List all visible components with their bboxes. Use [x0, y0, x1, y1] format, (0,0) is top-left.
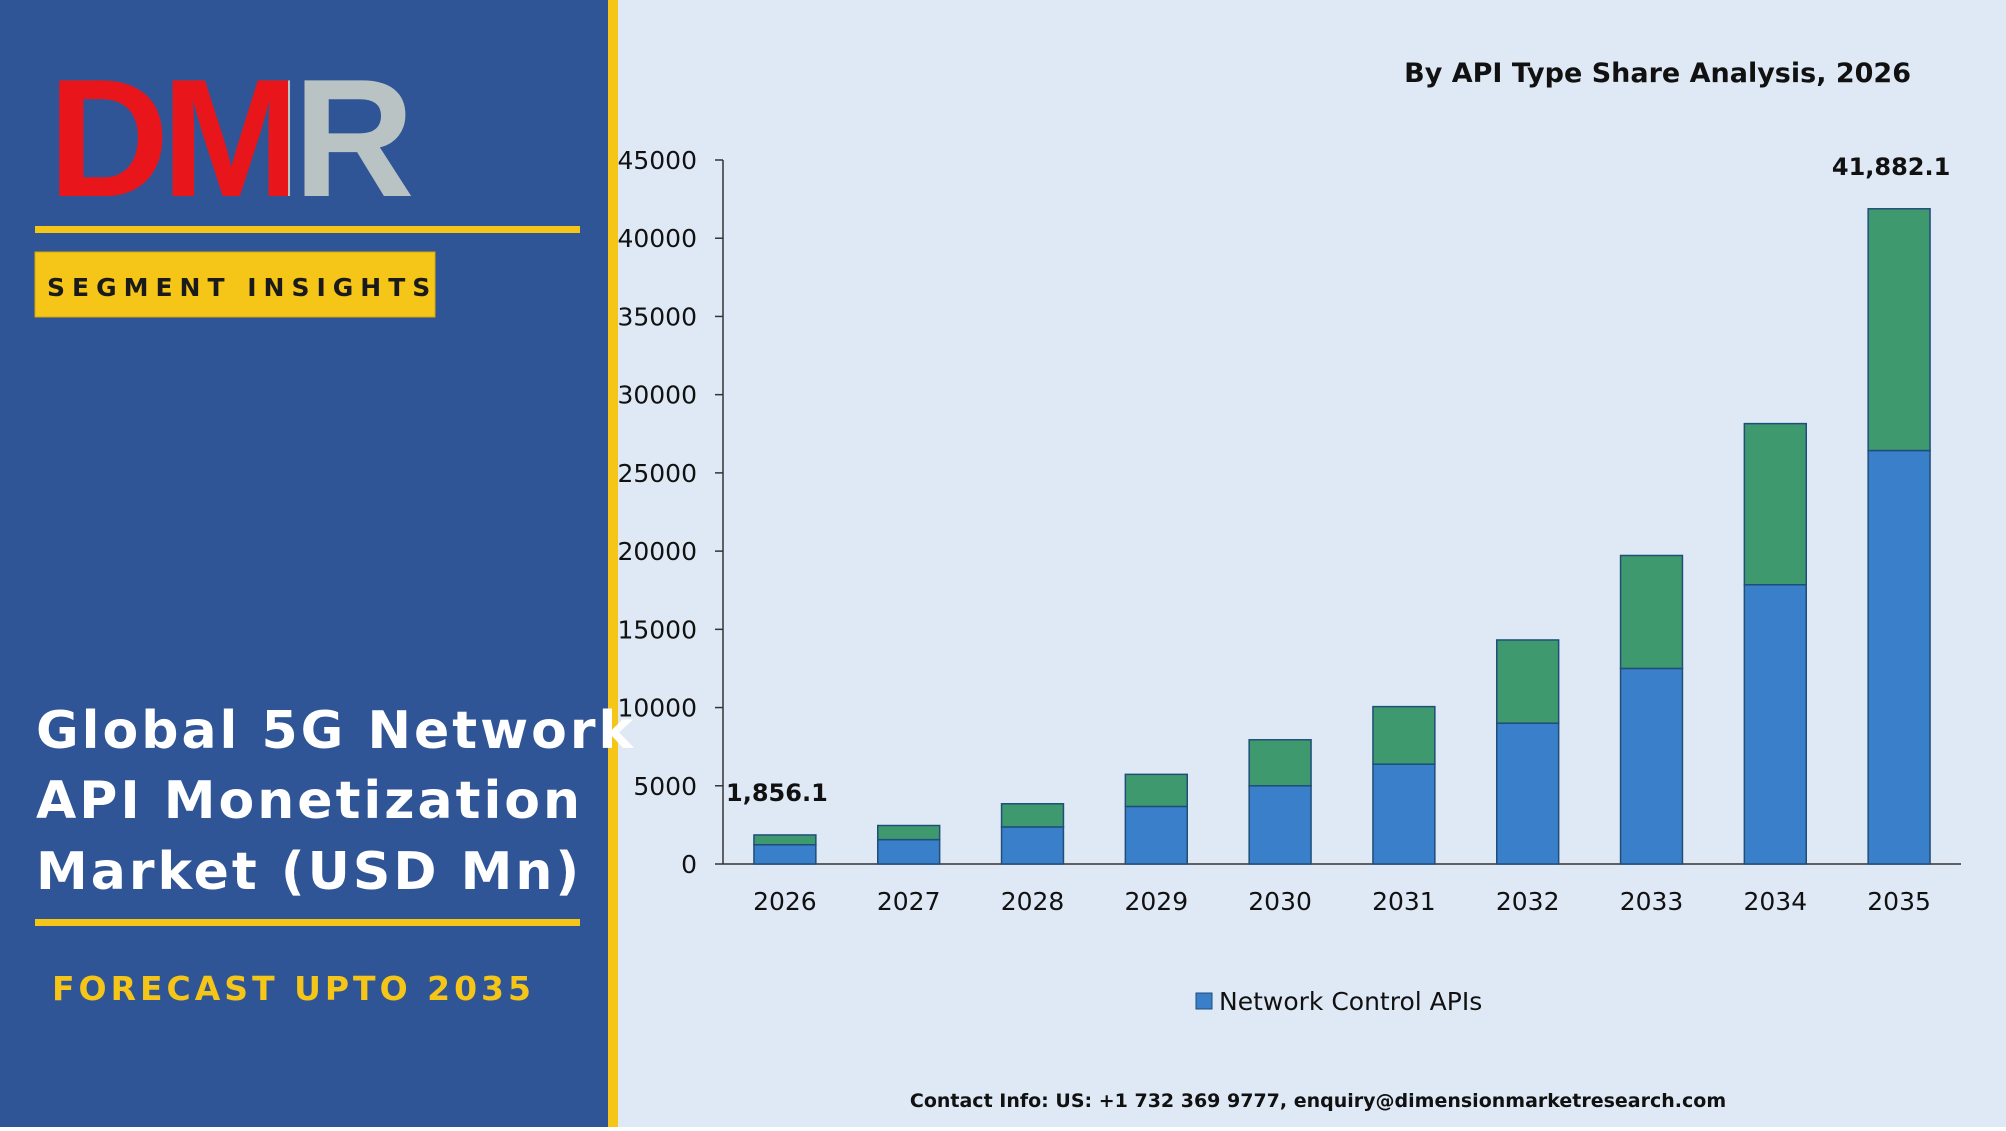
bar-segment [1248, 739, 1312, 787]
divider [35, 226, 580, 233]
divider [35, 919, 580, 926]
chart-title: By API Type Share Analysis, 2026 [1404, 58, 1911, 89]
bar-segment [1124, 805, 1188, 865]
bar-segment [1372, 763, 1436, 865]
y-tick-label: 5000 [633, 772, 697, 801]
side-panel [0, 0, 608, 1127]
data-label: 41,882.1 [1832, 153, 1950, 181]
forecast: FORECAST UPTO 2035 [52, 969, 535, 1008]
heading-line: Global 5G Network [36, 701, 636, 761]
y-tick-label: 35000 [617, 302, 697, 331]
bar-segment [1743, 583, 1807, 865]
y-tick-label: 25000 [617, 459, 697, 488]
heading-line: Market (USD Mn) [36, 842, 582, 902]
x-tick-label: 2030 [1248, 887, 1312, 916]
bar-segment [753, 844, 817, 865]
x-tick-label: 2033 [1620, 887, 1684, 916]
logo: DMR [48, 44, 411, 232]
x-tick-label: 2031 [1372, 887, 1436, 916]
x-tick-label: 2026 [753, 887, 817, 916]
bar-segment [1867, 449, 1931, 865]
bar-segment [1124, 773, 1188, 808]
stripe [608, 0, 618, 1127]
badge-box [34, 251, 436, 318]
bar-segment [1000, 826, 1065, 865]
x-tick-label: 2029 [1124, 887, 1188, 916]
bar-segment [1496, 639, 1560, 724]
bar-segment [877, 838, 941, 865]
x-tick-label: 2028 [1001, 887, 1065, 916]
heading-line: API Monetization [36, 771, 583, 831]
y-tick-label: 20000 [617, 537, 697, 566]
bar-segment [1867, 208, 1931, 452]
y-tick-label: 10000 [617, 694, 697, 723]
x-tick-label: 2032 [1496, 887, 1560, 916]
y-tick-label: 30000 [617, 381, 697, 410]
y-tick-label: 45000 [617, 146, 697, 175]
bar-segment [1372, 705, 1436, 765]
x-tick-label: 2027 [877, 887, 941, 916]
bar-segment [1248, 785, 1312, 865]
data-label: 1,856.1 [726, 779, 828, 807]
bar-segment [1000, 803, 1065, 828]
legend-label: Network Control APIs [1219, 987, 1482, 1016]
badge: SEGMENT INSIGHTS [47, 273, 437, 302]
x-tick-label: 2034 [1743, 887, 1807, 916]
legend-swatch [1195, 992, 1213, 1010]
y-tick-label: 15000 [617, 615, 697, 644]
x-tick-label: 2035 [1867, 887, 1931, 916]
bar-segment [1619, 554, 1684, 670]
bar-segment [877, 824, 941, 841]
bar-segment [1619, 667, 1684, 865]
contact: Contact Info: US: +1 732 369 9777, enqui… [910, 1090, 1726, 1112]
bar-segment [1743, 422, 1807, 586]
y-tick-label: 0 [681, 850, 697, 879]
bar-segment [753, 834, 817, 846]
bar-segment [1496, 722, 1560, 865]
y-tick-label: 40000 [617, 224, 697, 253]
